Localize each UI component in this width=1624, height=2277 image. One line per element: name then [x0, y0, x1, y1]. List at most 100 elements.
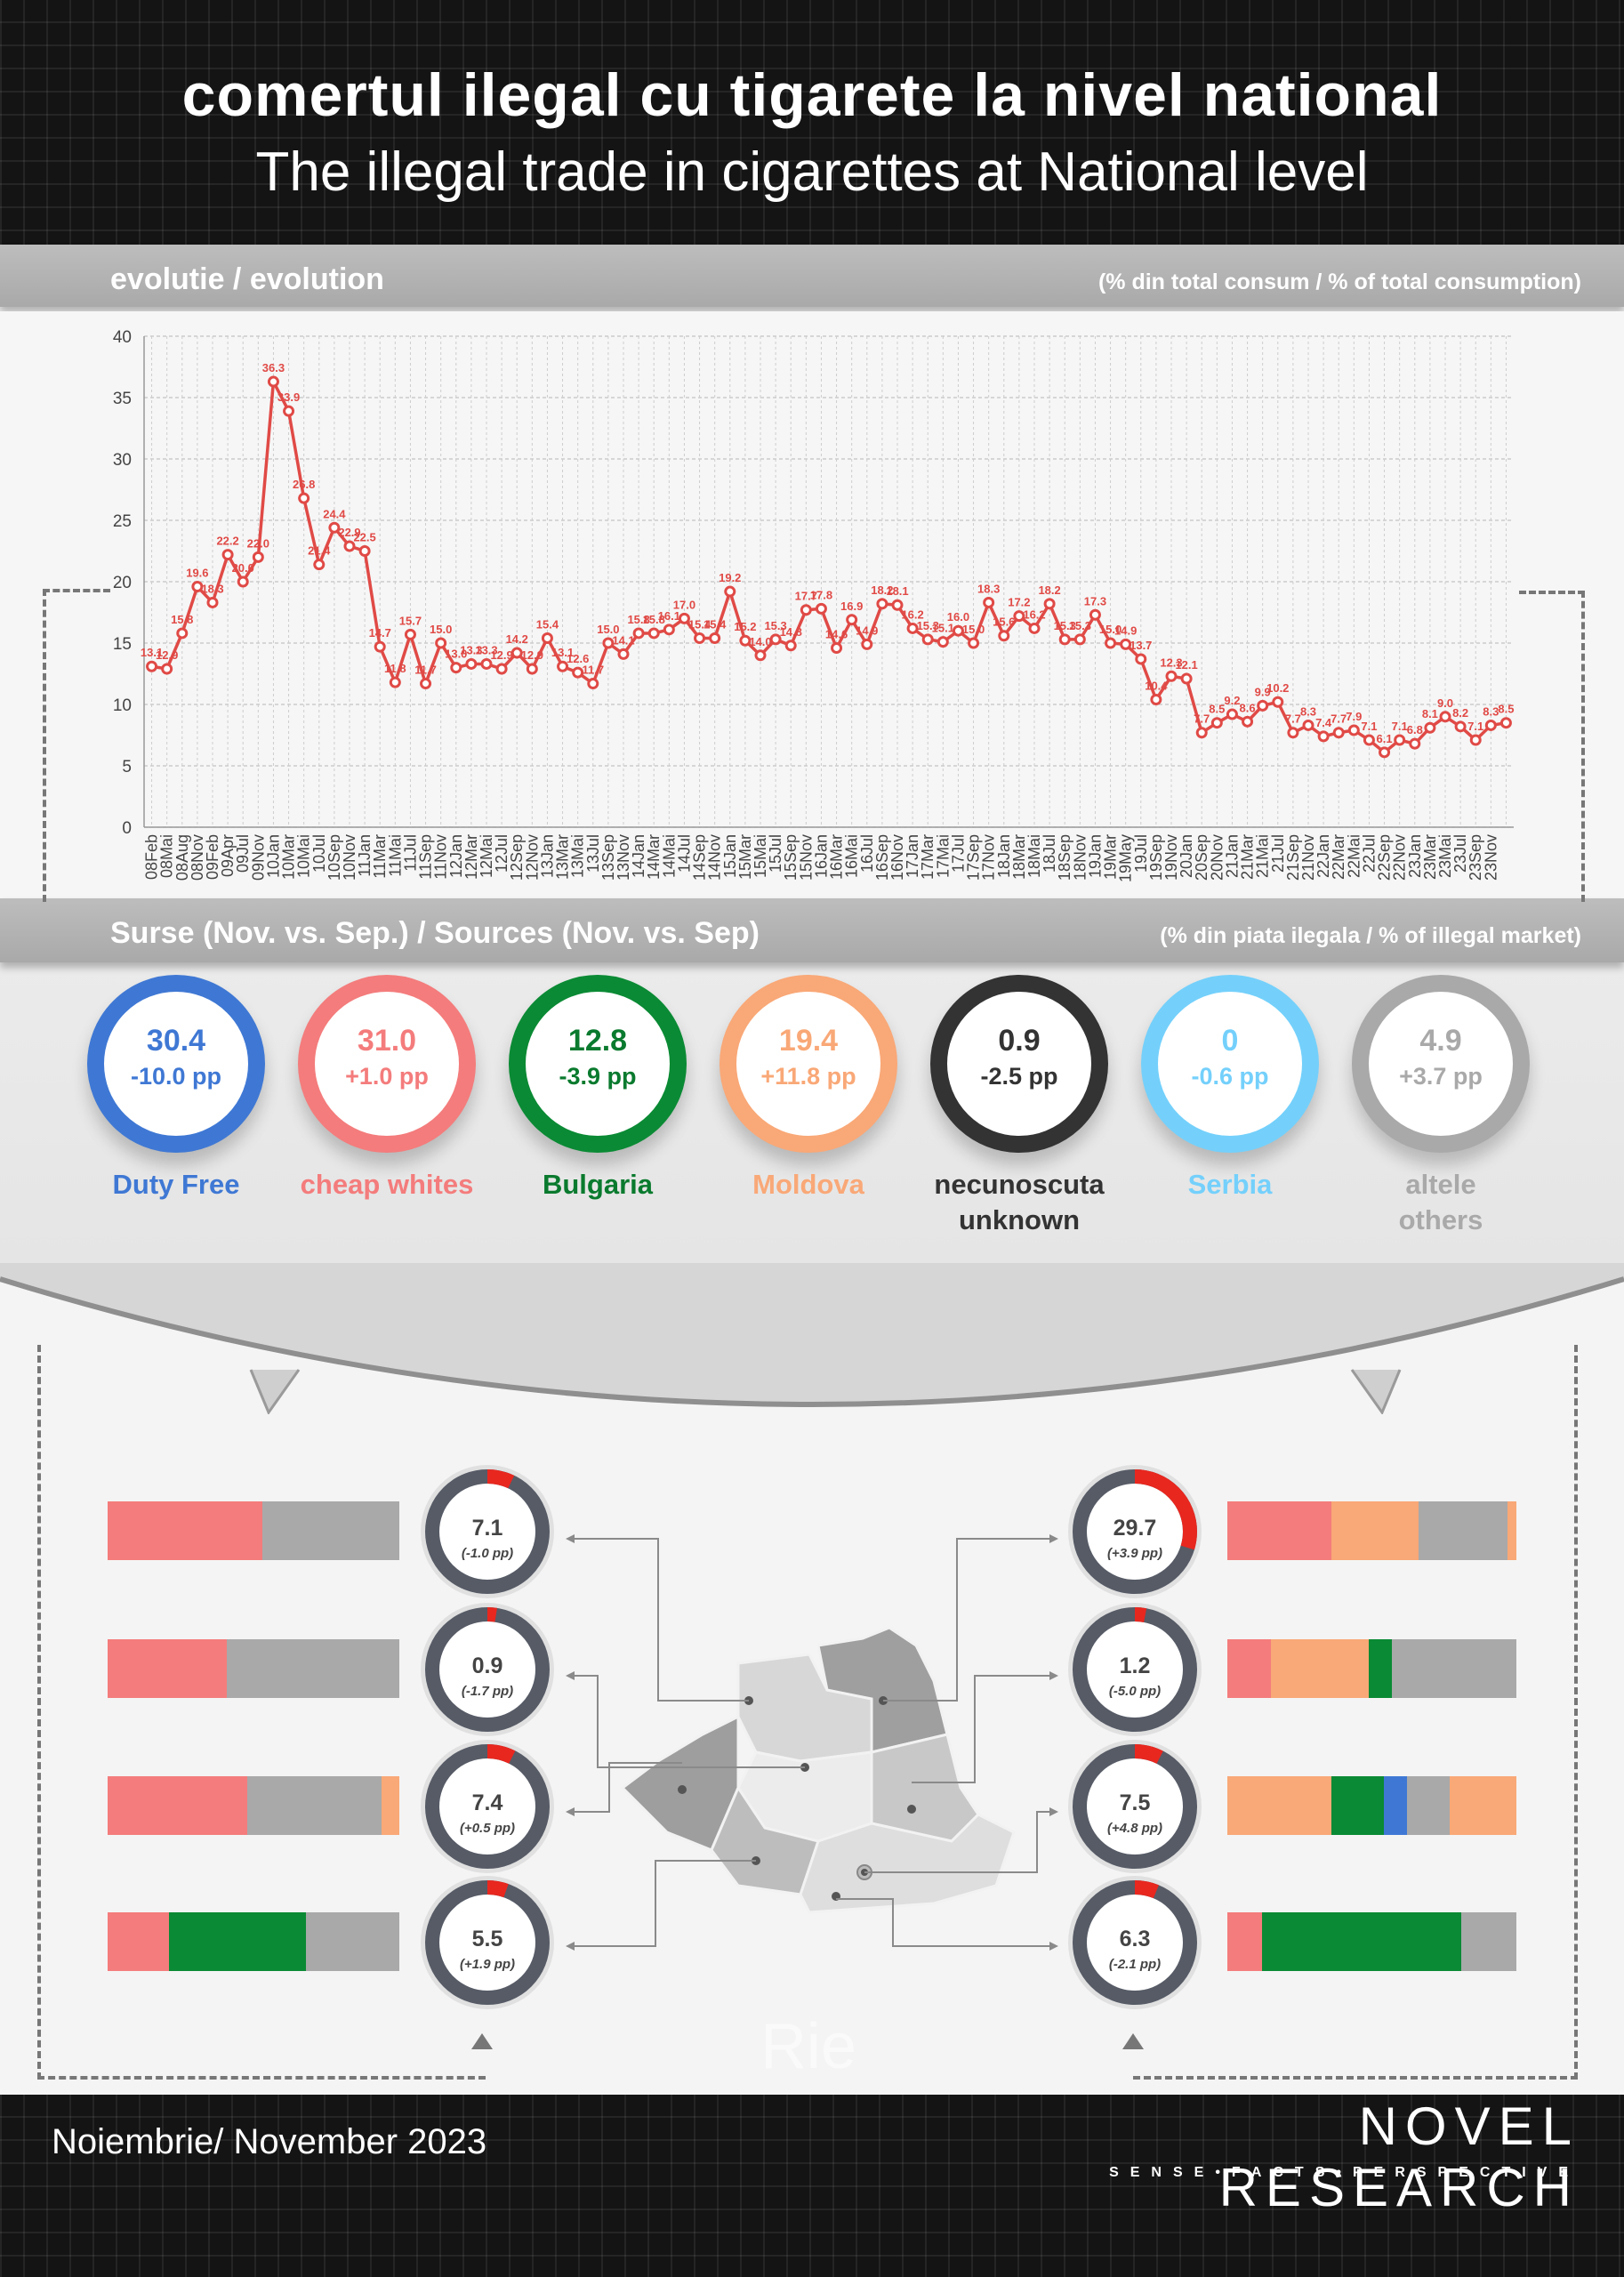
- bar-segment: [1383, 1776, 1407, 1835]
- x-tick-label: 14Mar: [645, 834, 663, 880]
- data-label: 18.3: [201, 582, 223, 595]
- x-tick-label: 14Sep: [691, 834, 709, 881]
- x-tick-label: 23Sep: [1467, 834, 1484, 881]
- bar-segment: [382, 1776, 399, 1835]
- data-label: 14.7: [369, 626, 391, 640]
- x-tick-label: 10Nov: [341, 834, 358, 881]
- data-label: 33.9: [277, 390, 300, 404]
- bar-segment: [108, 1912, 169, 1971]
- region-source-bar: [108, 1776, 399, 1835]
- data-label: 10.2: [1266, 681, 1289, 695]
- x-tick-label: 18Sep: [1056, 834, 1073, 881]
- region-delta: (-1.7 pp): [462, 1684, 513, 1699]
- data-label: 16.1: [658, 609, 680, 623]
- data-point: [176, 627, 189, 640]
- data-label: 7.9: [1346, 710, 1362, 723]
- data-label: 24.4: [323, 507, 346, 520]
- source-ring: 4.9 +3.7 pp: [1352, 975, 1530, 1153]
- data-label: 15.0: [597, 623, 619, 636]
- title-romanian: comertul ilegal cu tigarete la nivel nat…: [181, 61, 1443, 129]
- source-delta: +3.7 pp: [1399, 1063, 1483, 1090]
- data-label: 7.7: [1285, 712, 1301, 726]
- data-point: [358, 545, 371, 557]
- data-label: 18.3: [977, 582, 1000, 595]
- bar-segment: [1507, 1501, 1516, 1560]
- x-tick-label: 15Nov: [797, 834, 815, 881]
- evolution-band: evolutie / evolution (% din total consum…: [0, 245, 1624, 307]
- data-label: 14.6: [825, 628, 848, 641]
- data-label: 16.0: [947, 610, 969, 624]
- data-point: [1135, 653, 1147, 665]
- left-lower-dashed: [37, 1345, 486, 2080]
- data-point: [784, 640, 797, 652]
- bar-segment: [1369, 1639, 1393, 1698]
- data-point: [1210, 717, 1223, 729]
- data-label: 15.4: [703, 617, 727, 631]
- data-label: 15.8: [627, 613, 649, 626]
- data-label: 17.7: [795, 590, 817, 603]
- data-point: [1013, 610, 1025, 623]
- data-point: [435, 637, 447, 649]
- region-donut: 7.4 (+0.5 pp): [421, 1740, 554, 1873]
- data-point: [754, 649, 767, 662]
- data-point: [1058, 633, 1071, 646]
- data-label: 11.7: [414, 664, 437, 677]
- data-label: 15.2: [734, 620, 756, 633]
- region-donut: 29.7 (+3.9 pp): [1068, 1465, 1202, 1598]
- x-tick-label: 19Jan: [1086, 834, 1104, 878]
- data-label: 15.3: [1054, 619, 1076, 632]
- x-tick-label: 14Jan: [630, 834, 647, 878]
- data-label: 8.1: [1422, 707, 1438, 720]
- x-tick-label: 22Mar: [1330, 834, 1347, 880]
- data-label: 22.9: [338, 526, 360, 539]
- x-tick-label: 12Mar: [462, 834, 480, 880]
- data-label: 19.6: [186, 567, 208, 580]
- data-point: [1439, 711, 1451, 723]
- y-tick-label: 15: [113, 635, 132, 654]
- data-label: 9.0: [1437, 696, 1453, 710]
- data-point: [952, 624, 964, 637]
- sources-unit: (% din piata ilegala / % of illegal mark…: [1160, 923, 1581, 948]
- x-tick-label: 19Jul: [1132, 834, 1150, 873]
- data-point: [267, 375, 279, 388]
- data-point: [450, 662, 462, 674]
- region-donut: 6.3 (-2.1 pp): [1068, 1876, 1202, 2009]
- data-point: [298, 492, 310, 504]
- data-point: [191, 581, 204, 593]
- data-label: 8.5: [1209, 703, 1225, 716]
- x-tick-label: 16Jan: [812, 834, 830, 878]
- x-tick-label: 23Nov: [1482, 834, 1499, 881]
- source-label: Serbia: [1187, 1169, 1273, 1200]
- brand-tagline: SENSE•FACTS•PERSPECTIVE: [1109, 2165, 1580, 2180]
- x-tick-label: 21Nov: [1299, 834, 1317, 881]
- data-point: [632, 627, 645, 640]
- region-value: 7.4: [472, 1790, 503, 1815]
- x-tick-label: 12Mai: [478, 834, 495, 878]
- data-point: [404, 628, 416, 640]
- data-point: [998, 630, 1010, 642]
- x-tick-label: 22Sep: [1376, 834, 1394, 881]
- region-share-arc: [425, 1880, 550, 2005]
- data-point: [420, 678, 432, 690]
- data-label: 14.9: [856, 624, 878, 637]
- x-tick-label: 21Sep: [1284, 834, 1302, 881]
- data-point: [237, 575, 249, 588]
- x-tick-label: 08Nov: [189, 834, 206, 881]
- data-point: [1120, 638, 1132, 650]
- x-tick-label: 14Mai: [660, 834, 678, 878]
- data-point: [876, 598, 888, 610]
- x-tick-label: 20Nov: [1208, 834, 1226, 881]
- data-label: 15.8: [643, 613, 665, 626]
- source-value: 12.8: [567, 1024, 628, 1058]
- x-tick-label: 15Mar: [736, 834, 754, 880]
- source-ring: 30.4 -10.0 pp: [87, 975, 265, 1153]
- x-tick-label: 14Nov: [706, 834, 724, 881]
- x-tick-label: 15Jan: [721, 834, 739, 878]
- x-tick-label: 08Mai: [158, 834, 176, 878]
- region-source-bar: [108, 1912, 399, 1971]
- x-tick-label: 13Jul: [584, 834, 602, 873]
- data-point: [1089, 608, 1101, 621]
- x-tick-label: 12Jan: [447, 834, 465, 878]
- data-label: 8.2: [1452, 706, 1468, 720]
- region-donut: 0.9 (-1.7 pp): [421, 1603, 554, 1736]
